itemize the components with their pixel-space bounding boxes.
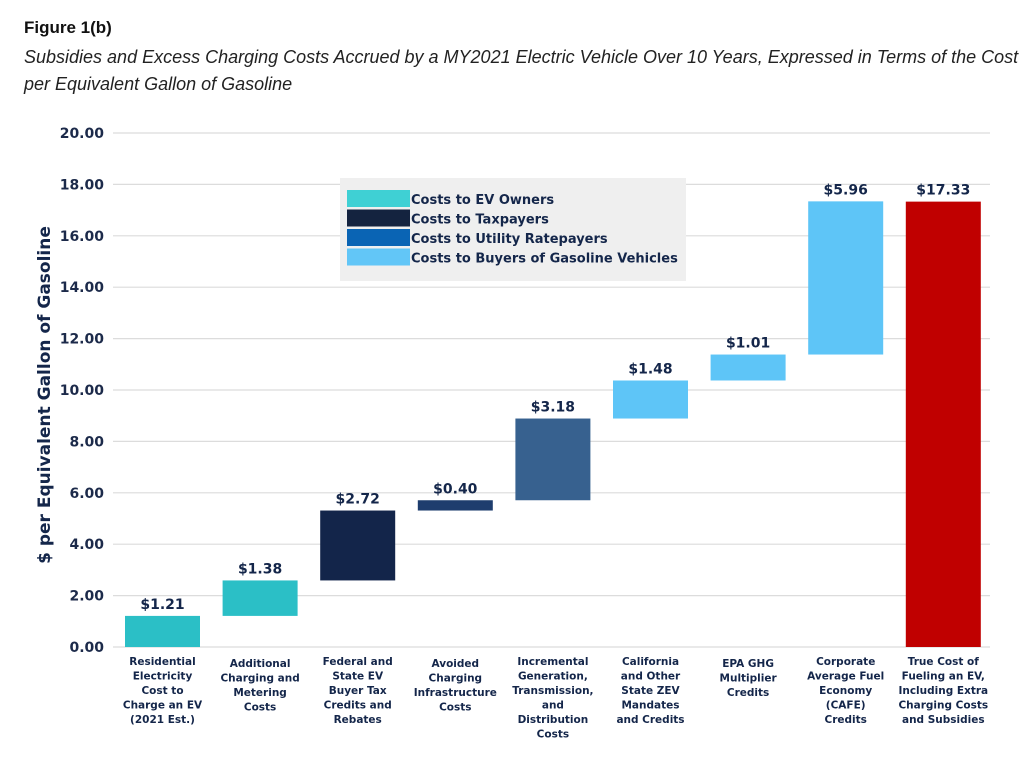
figure-label: Figure 1(b) xyxy=(24,18,112,37)
y-tick-label: 4.00 xyxy=(69,537,104,553)
y-tick-label: 0.00 xyxy=(69,640,104,656)
y-axis-label: $ per Equivalent Gallon of Gasoline xyxy=(35,226,55,564)
y-tick-label: 18.00 xyxy=(60,177,105,193)
bar xyxy=(417,500,493,511)
x-category-label: EPA GHG Multiplier Credits xyxy=(720,658,778,699)
y-tick-label: 10.00 xyxy=(60,383,105,399)
data-label: $5.96 xyxy=(824,182,868,198)
legend-swatch xyxy=(347,229,410,246)
legend-swatch xyxy=(347,190,410,207)
y-tick-label: 6.00 xyxy=(69,486,104,502)
legend-label: Costs to Utility Ratepayers xyxy=(411,232,608,247)
y-tick-label: 2.00 xyxy=(69,589,104,605)
bar xyxy=(613,380,688,419)
x-category-label: California and Other State ZEV Mandates and … xyxy=(616,656,684,726)
y-tick-label: 16.00 xyxy=(60,229,105,245)
data-label: $2.72 xyxy=(336,492,380,508)
y-tick-label: 8.00 xyxy=(69,434,104,450)
x-category-label: Incremental Generation, Transmission, and Di… xyxy=(512,656,593,741)
bar xyxy=(125,615,200,647)
data-label: $1.48 xyxy=(628,361,672,377)
legend-swatch xyxy=(347,209,410,227)
x-category-label: Residential Electricity Cost to Charge an E… xyxy=(123,656,203,726)
bar xyxy=(222,580,298,616)
bar xyxy=(515,418,591,501)
data-label: $1.01 xyxy=(726,336,770,352)
bar xyxy=(905,201,981,647)
x-category-label: Avoided Charging Infrastructure Costs xyxy=(414,658,497,714)
data-label: $1.21 xyxy=(140,597,184,613)
legend-label: Costs to Taxpayers xyxy=(411,213,549,228)
data-label: $17.33 xyxy=(916,183,970,199)
x-category-label: True Cost of Fueling an EV, Including Extr… xyxy=(898,656,988,726)
x-category-label: Additional Charging and Metering Costs xyxy=(220,658,299,714)
x-category-label: Federal and State EV Buyer Tax Credits and R… xyxy=(323,656,393,726)
data-label: $1.38 xyxy=(238,561,282,577)
y-tick-label: 14.00 xyxy=(60,280,105,296)
x-category-label: Corporate Average Fuel Economy (CAFE) Credit… xyxy=(807,656,884,726)
legend-label: Costs to EV Owners xyxy=(411,193,554,208)
bar xyxy=(320,510,396,581)
legend-swatch xyxy=(347,248,410,266)
bar xyxy=(808,201,884,355)
bar xyxy=(710,354,786,381)
data-label: $0.40 xyxy=(433,481,478,497)
data-label: $3.18 xyxy=(531,400,575,416)
y-tick-label: 12.00 xyxy=(60,332,105,348)
legend-label: Costs to Buyers of Gasoline Vehicles xyxy=(411,252,678,267)
chart-title: Subsidies and Excess Charging Costs Accr… xyxy=(24,47,1019,94)
y-tick-label: 20.00 xyxy=(60,126,105,142)
